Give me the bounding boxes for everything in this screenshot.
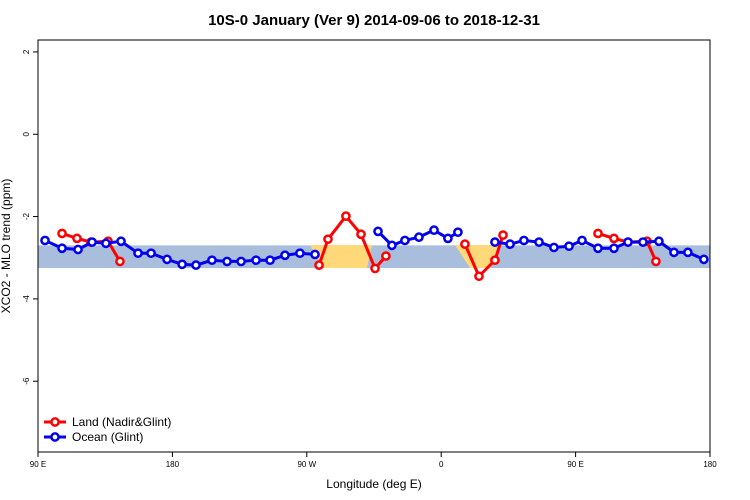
y-tick-label: -4 xyxy=(22,295,31,303)
series-point xyxy=(251,255,261,266)
series-point xyxy=(73,244,83,255)
series-point xyxy=(519,235,529,246)
series-point xyxy=(370,263,380,274)
legend-marker xyxy=(50,417,60,427)
legend-label: Ocean (Glint) xyxy=(72,430,143,444)
series-point xyxy=(683,247,693,258)
series-point xyxy=(57,228,67,239)
y-axis-label: XCO2 - MLO trend (ppm) xyxy=(0,179,13,314)
series-point xyxy=(323,234,333,245)
series-point xyxy=(609,243,619,254)
series-point xyxy=(57,243,67,254)
series-point xyxy=(490,237,500,247)
series-point xyxy=(699,254,709,265)
series-point xyxy=(400,235,410,246)
plot-frame xyxy=(37,39,711,453)
series-point xyxy=(534,237,544,247)
x-tick-label: 90 E xyxy=(30,460,46,469)
series-point xyxy=(101,238,111,249)
y-tick-label: 2 xyxy=(22,49,31,54)
series-point xyxy=(498,230,508,240)
legend-label: Land (Nadir&Glint) xyxy=(72,415,171,429)
series-point xyxy=(609,233,619,244)
series-point xyxy=(207,255,217,266)
series-point xyxy=(373,226,383,237)
series-point xyxy=(314,260,324,270)
series-point xyxy=(623,237,633,247)
series-point xyxy=(72,233,82,244)
series-point xyxy=(87,237,97,247)
series-point xyxy=(356,229,366,240)
series-point xyxy=(222,256,232,267)
series-point xyxy=(460,239,470,249)
series-point xyxy=(593,228,603,239)
chart-title: 10S-0 January (Ver 9) 2014-09-06 to 2018… xyxy=(208,12,540,29)
series-point xyxy=(310,249,320,260)
series-point xyxy=(381,251,391,261)
series-point xyxy=(593,243,603,254)
plot-layer xyxy=(40,211,709,282)
x-tick-label: 180 xyxy=(166,460,180,469)
x-tick-label: 90 E xyxy=(567,460,583,469)
series-point xyxy=(414,232,424,243)
x-tick-label: 90 W xyxy=(297,460,316,469)
series-point xyxy=(651,256,661,267)
series-point xyxy=(265,255,275,266)
series-point xyxy=(474,271,484,282)
x-axis-label: Longitude (deg E) xyxy=(326,477,421,491)
x-tick-label: 180 xyxy=(703,460,717,469)
series-point xyxy=(162,254,172,265)
x-tick-label: 0 xyxy=(439,460,444,469)
series-point xyxy=(490,255,500,266)
series-point xyxy=(453,227,463,238)
series-point xyxy=(564,241,574,252)
series-point xyxy=(638,237,648,247)
legend-marker xyxy=(50,432,60,442)
y-tick-label: -6 xyxy=(22,377,31,385)
series-point xyxy=(341,211,351,222)
series-point xyxy=(505,239,515,249)
series-point xyxy=(429,225,439,236)
series-point xyxy=(146,248,156,259)
series-point xyxy=(295,248,305,259)
series-point xyxy=(236,256,246,267)
series-point xyxy=(549,242,559,253)
y-tick-label: -2 xyxy=(22,212,31,220)
y-tick-label: 0 xyxy=(22,131,31,136)
series-point xyxy=(387,240,397,251)
series-point xyxy=(191,260,201,270)
series-point xyxy=(443,233,453,244)
series-point xyxy=(280,250,290,261)
series-point xyxy=(177,259,187,270)
series-point xyxy=(116,236,126,247)
series-point xyxy=(669,247,679,258)
series-point xyxy=(654,236,664,247)
series-point xyxy=(577,235,587,246)
series-point xyxy=(115,256,125,267)
series-point xyxy=(133,248,143,259)
series-point xyxy=(40,235,50,246)
